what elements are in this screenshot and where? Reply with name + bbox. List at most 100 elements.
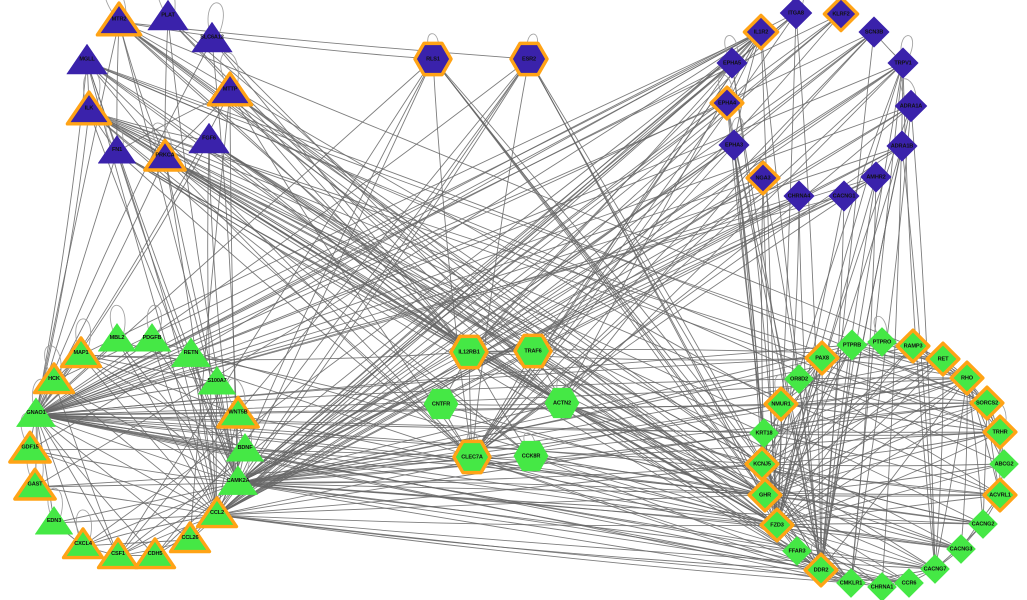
triangle-shape[interactable] bbox=[61, 527, 105, 560]
diamond-shape[interactable] bbox=[895, 328, 931, 364]
triangle-shape[interactable] bbox=[32, 362, 76, 395]
diamond-shape[interactable] bbox=[886, 130, 918, 162]
triangle-shape[interactable] bbox=[143, 138, 187, 172]
graph-node-gast[interactable] bbox=[13, 467, 57, 501]
graph-node-pdgfb[interactable] bbox=[132, 323, 172, 352]
hexagon-shape[interactable] bbox=[509, 41, 549, 77]
graph-node-slc6a12[interactable] bbox=[191, 21, 233, 53]
graph-node-ccl2[interactable] bbox=[195, 496, 239, 529]
graph-node-or8d2[interactable] bbox=[784, 364, 814, 394]
graph-node-fgf6[interactable] bbox=[188, 122, 230, 154]
graph-node-ilk[interactable] bbox=[65, 90, 113, 126]
diamond-shape[interactable] bbox=[779, 0, 813, 30]
graph-node-bdnf[interactable] bbox=[225, 433, 265, 462]
triangle-shape[interactable] bbox=[96, 537, 140, 570]
diamond-shape[interactable] bbox=[718, 129, 750, 161]
triangle-shape[interactable] bbox=[95, 1, 143, 37]
hexagon-shape[interactable] bbox=[513, 440, 549, 472]
graph-node-traf6[interactable] bbox=[513, 333, 553, 369]
diamond-shape[interactable] bbox=[709, 85, 745, 121]
graph-node-retn[interactable] bbox=[171, 337, 211, 367]
diamond-shape[interactable] bbox=[860, 161, 892, 193]
hexagon-shape[interactable] bbox=[449, 334, 489, 370]
triangle-shape[interactable] bbox=[216, 395, 260, 429]
graph-node-hck[interactable] bbox=[32, 362, 76, 395]
graph-node-itga8[interactable] bbox=[779, 0, 813, 30]
graph-node-scn3b[interactable] bbox=[858, 16, 890, 48]
diamond-shape[interactable] bbox=[759, 507, 795, 543]
graph-node-mbl2[interactable] bbox=[97, 323, 137, 352]
graph-node-cxcl4[interactable] bbox=[61, 527, 105, 560]
graph-node-trhr[interactable] bbox=[982, 414, 1018, 450]
graph-node-ddr2[interactable] bbox=[803, 552, 839, 588]
diamond-shape[interactable] bbox=[803, 552, 839, 588]
diamond-shape[interactable] bbox=[894, 89, 928, 123]
triangle-shape[interactable] bbox=[147, 0, 189, 31]
diamond-shape[interactable] bbox=[887, 47, 919, 79]
graph-node-cntfr[interactable] bbox=[423, 388, 459, 420]
graph-node-map1[interactable] bbox=[59, 336, 103, 369]
diamond-shape[interactable] bbox=[828, 180, 860, 212]
diamond-shape[interactable] bbox=[867, 327, 897, 357]
triangle-shape[interactable] bbox=[197, 366, 237, 395]
graph-node-gnao1[interactable] bbox=[16, 397, 56, 427]
graph-node-camk2a[interactable] bbox=[218, 465, 258, 495]
graph-node-chrna4[interactable] bbox=[783, 180, 815, 212]
graph-node-trpv1[interactable] bbox=[887, 47, 919, 79]
triangle-shape[interactable] bbox=[65, 90, 113, 126]
hexagon-shape[interactable] bbox=[413, 41, 453, 77]
diamond-shape[interactable] bbox=[920, 554, 950, 584]
graph-node-amhr2[interactable] bbox=[860, 161, 892, 193]
triangle-shape[interactable] bbox=[8, 430, 52, 464]
graph-node-mttp[interactable] bbox=[206, 71, 254, 107]
triangle-shape[interactable] bbox=[133, 537, 177, 570]
graph-node-sorcs2[interactable] bbox=[969, 385, 1005, 421]
graph-node-klrf2[interactable] bbox=[822, 0, 860, 33]
diamond-shape[interactable] bbox=[749, 418, 779, 448]
graph-node-fzd3[interactable] bbox=[759, 507, 795, 543]
graph-node-ghr[interactable] bbox=[747, 477, 783, 513]
graph-node-csf1[interactable] bbox=[96, 537, 140, 570]
graph-node-ptprb[interactable] bbox=[836, 329, 868, 361]
diamond-shape[interactable] bbox=[804, 340, 840, 376]
graph-node-clec7a[interactable] bbox=[452, 439, 492, 475]
graph-node-actn2[interactable] bbox=[544, 387, 580, 419]
triangle-shape[interactable] bbox=[16, 397, 56, 427]
triangle-shape[interactable] bbox=[13, 467, 57, 501]
graph-node-fn1[interactable] bbox=[97, 135, 137, 164]
diamond-shape[interactable] bbox=[784, 364, 814, 394]
hexagon-shape[interactable] bbox=[544, 387, 580, 419]
graph-node-esr2[interactable] bbox=[509, 41, 549, 77]
diamond-shape[interactable] bbox=[858, 16, 890, 48]
triangle-shape[interactable] bbox=[195, 496, 239, 529]
graph-node-mgll[interactable] bbox=[66, 43, 108, 75]
diamond-shape[interactable] bbox=[968, 509, 998, 539]
graph-node-ret[interactable] bbox=[925, 341, 961, 377]
graph-node-plat[interactable] bbox=[147, 0, 189, 31]
hexagon-shape[interactable] bbox=[423, 388, 459, 420]
graph-node-epha4[interactable] bbox=[709, 85, 745, 121]
graph-node-adra1b[interactable] bbox=[886, 130, 918, 162]
graph-node-cacng1[interactable] bbox=[828, 180, 860, 212]
graph-node-rls1[interactable] bbox=[413, 41, 453, 77]
triangle-shape[interactable] bbox=[218, 465, 258, 495]
graph-node-cacng7[interactable] bbox=[920, 554, 950, 584]
triangle-shape[interactable] bbox=[225, 433, 265, 462]
diamond-shape[interactable] bbox=[747, 477, 783, 513]
graph-node-il1r2[interactable] bbox=[742, 13, 780, 51]
graph-node-abcg2[interactable] bbox=[989, 449, 1019, 479]
diamond-shape[interactable] bbox=[982, 477, 1018, 513]
diamond-shape[interactable] bbox=[969, 385, 1005, 421]
graph-node-cacng2[interactable] bbox=[968, 509, 998, 539]
triangle-shape[interactable] bbox=[188, 122, 230, 154]
diamond-shape[interactable] bbox=[989, 449, 1019, 479]
diamond-shape[interactable] bbox=[867, 572, 897, 600]
graph-node-cdh5[interactable] bbox=[133, 537, 177, 570]
diamond-shape[interactable] bbox=[782, 536, 812, 566]
diamond-shape[interactable] bbox=[745, 160, 781, 196]
diamond-shape[interactable] bbox=[925, 341, 961, 377]
hexagon-shape[interactable] bbox=[452, 439, 492, 475]
graph-node-rho[interactable] bbox=[949, 360, 985, 396]
node-layer[interactable] bbox=[8, 0, 1019, 600]
graph-node-cmklr1[interactable] bbox=[836, 568, 866, 598]
